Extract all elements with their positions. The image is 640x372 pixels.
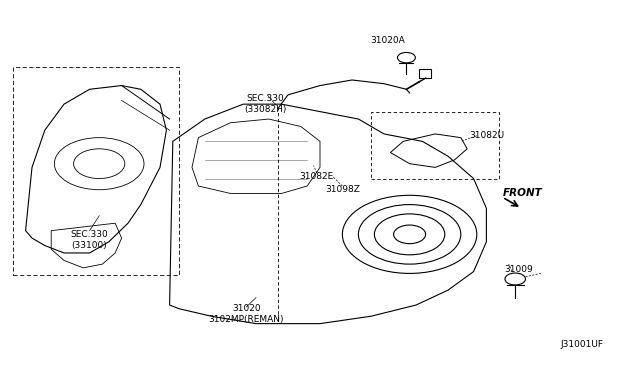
Text: 31020
3102MP(REMAN): 31020 3102MP(REMAN) [209, 304, 284, 324]
Text: 31082U: 31082U [469, 131, 504, 140]
Text: 31082E: 31082E [300, 172, 334, 181]
Text: 31020A: 31020A [370, 36, 404, 45]
Text: FRONT: FRONT [502, 189, 542, 198]
Text: SEC.330
(33100): SEC.330 (33100) [71, 230, 108, 250]
Text: 31098Z: 31098Z [325, 185, 360, 194]
Text: SEC.330
(33082H): SEC.330 (33082H) [244, 94, 287, 114]
Bar [419, 69, 431, 78]
Text: J31001UF: J31001UF [561, 340, 604, 349]
Text: 31009: 31009 [504, 265, 532, 274]
